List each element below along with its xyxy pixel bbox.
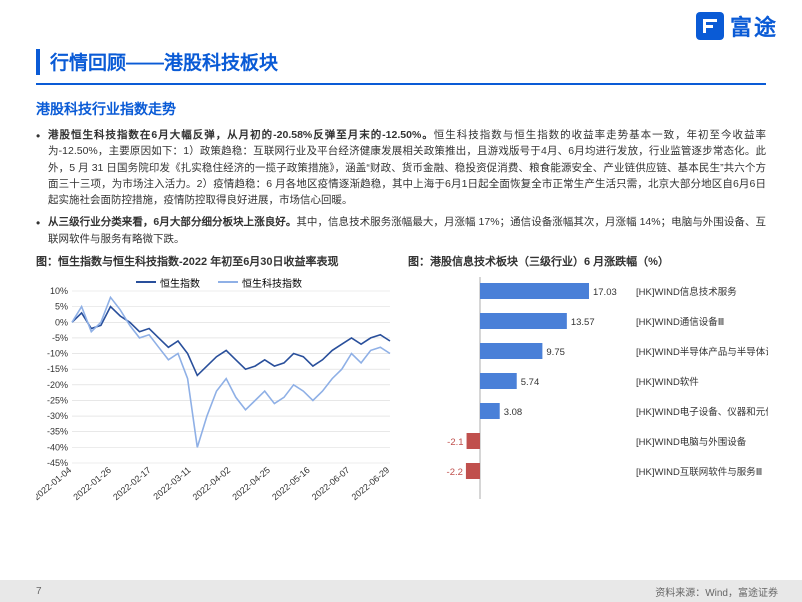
svg-text:0%: 0% [55,317,68,327]
svg-text:2022-06-29: 2022-06-29 [350,465,392,502]
svg-text:3.08: 3.08 [504,407,522,418]
line-chart-legend: 恒生指数 恒生科技指数 [136,275,302,290]
svg-text:-2.2: -2.2 [447,467,463,478]
legend-label: 恒生指数 [160,275,200,290]
svg-text:2022-05-16: 2022-05-16 [270,465,312,502]
svg-text:-30%: -30% [47,411,68,421]
page-title: 行情回顾——港股科技板块 [50,48,278,75]
header: 富途 [0,0,802,42]
section-subtitle: 港股科技行业指数走势 [36,99,802,119]
bullet-item: 港股恒生科技指数在6月大幅反弹，从月初的-20.58%反弹至月末的-12.50%… [36,127,766,208]
futu-logo-icon [696,12,724,40]
svg-text:-35%: -35% [47,427,68,437]
legend-item: 恒生指数 [136,275,200,290]
source-text: 资料来源：Wind，富途证券 [655,584,778,599]
line-chart-title: 图：恒生指数与恒生科技指数-2022 年初至6月30日收益率表现 [36,253,396,269]
svg-text:-10%: -10% [47,348,68,358]
line-chart: 恒生指数 恒生科技指数 10% 5% 0% -5% -10% -15% -20% -25% -30%… [36,273,396,518]
svg-text:[HK]WIND通信设备Ⅲ: [HK]WIND通信设备Ⅲ [636,316,724,328]
svg-text:2022-03-11: 2022-03-11 [151,465,192,502]
svg-text:[HK]WIND互联网软件与服务Ⅲ: [HK]WIND互联网软件与服务Ⅲ [636,466,762,478]
bullet-item: 从三级行业分类来看，6月大部分细分板块上涨良好。其中，信息技术服务涨幅最大，月涨… [36,214,766,247]
brand-logo: 富途 [696,10,778,42]
legend-swatch [218,281,238,283]
svg-text:-5%: -5% [52,333,68,343]
svg-text:2022-04-02: 2022-04-02 [191,465,233,502]
svg-text:[HK]WIND半导体产品与半导体设备: [HK]WIND半导体产品与半导体设备 [636,346,768,358]
svg-text:2022-02-17: 2022-02-17 [111,465,153,502]
footer: 7 资料来源：Wind，富途证券 [0,580,802,602]
title-suffix: 港股科技板块 [164,53,278,74]
bullet-bold: 从三级行业分类来看，6月大部分细分板块上涨良好。 [48,216,296,228]
svg-text:10%: 10% [50,286,68,296]
title-sep: —— [126,53,164,74]
svg-text:[HK]WIND软件: [HK]WIND软件 [636,376,699,388]
line-chart-column: 图：恒生指数与恒生科技指数-2022 年初至6月30日收益率表现 恒生指数 恒生科… [36,253,396,518]
svg-text:13.57: 13.57 [571,317,595,328]
svg-text:-15%: -15% [47,364,68,374]
legend-item: 恒生科技指数 [218,275,302,290]
bar-chart: 17.03 [HK]WIND信息技术服务 13.57 [HK]WIND通信设备Ⅲ 9.7… [408,273,768,518]
legend-label: 恒生科技指数 [242,275,302,290]
svg-text:5%: 5% [55,301,68,311]
svg-text:[HK]WIND电脑与外围设备: [HK]WIND电脑与外围设备 [636,436,747,448]
title-prefix: 行情回顾 [50,53,126,74]
title-underline [36,83,766,85]
svg-text:2022-01-04: 2022-01-04 [36,465,73,502]
bullet-list: 港股恒生科技指数在6月大幅反弹，从月初的-20.58%反弹至月末的-12.50%… [36,127,766,247]
page-number: 7 [36,586,42,597]
svg-text:2022-01-26: 2022-01-26 [71,465,113,502]
bar-chart-title: 图：港股信息技术板块（三级行业）6 月涨跌幅（%） [408,253,768,269]
bar-chart-column: 图：港股信息技术板块（三级行业）6 月涨跌幅（%） 17.03 [HK]WIND信… [408,253,768,518]
svg-text:-40%: -40% [47,442,68,452]
svg-text:2022-06-07: 2022-06-07 [310,465,352,502]
page-title-row: 行情回顾——港股科技板块 [36,48,802,75]
svg-text:17.03: 17.03 [593,287,617,298]
svg-text:-2.1: -2.1 [447,437,463,448]
legend-swatch [136,281,156,283]
brand-name: 富途 [730,10,778,42]
charts-row: 图：恒生指数与恒生科技指数-2022 年初至6月30日收益率表现 恒生指数 恒生科… [36,253,766,518]
svg-text:5.74: 5.74 [521,377,539,388]
svg-text:[HK]WIND信息技术服务: [HK]WIND信息技术服务 [636,286,737,298]
svg-text:[HK]WIND电子设备、仪器和元件: [HK]WIND电子设备、仪器和元件 [636,406,768,418]
title-accent-bar [36,49,40,75]
svg-text:-20%: -20% [47,380,68,390]
bullet-bold: 港股恒生科技指数在6月大幅反弹，从月初的-20.58%反弹至月末的-12.50%… [48,129,434,141]
svg-text:-25%: -25% [47,395,68,405]
svg-text:2022-04-25: 2022-04-25 [230,465,272,502]
svg-text:9.75: 9.75 [546,347,565,358]
